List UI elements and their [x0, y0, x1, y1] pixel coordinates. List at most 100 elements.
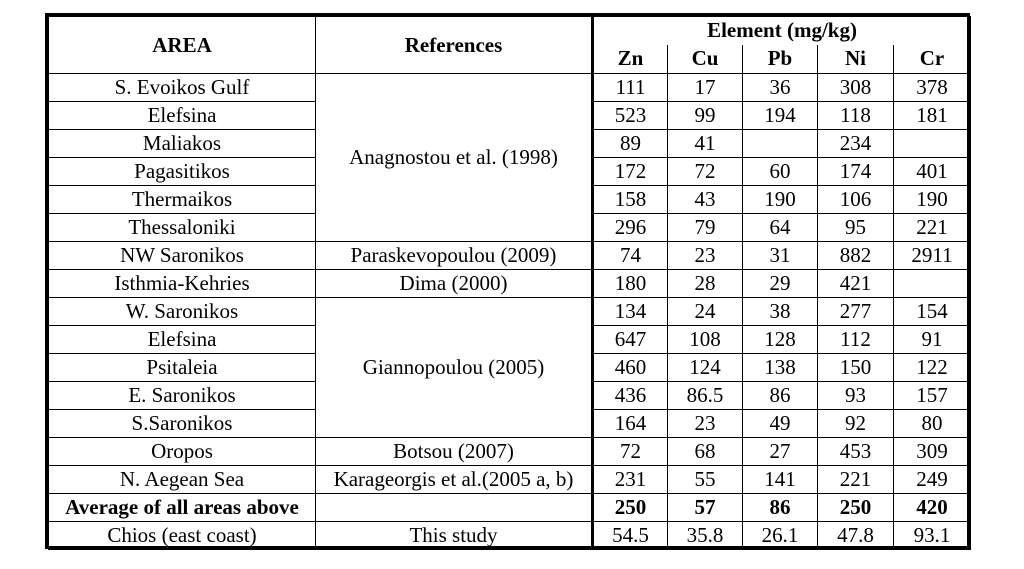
- header-element-pb: Pb: [742, 44, 818, 74]
- value-cell: 277: [817, 297, 894, 326]
- value-cell: 74: [592, 241, 668, 270]
- value-cell: 190: [892, 185, 972, 214]
- table-row: S.Saronikos 164 23 49 92 80: [48, 409, 972, 438]
- value-cell: 68: [667, 437, 743, 466]
- value-cell: 106: [817, 185, 894, 214]
- average-value-cell: 86: [742, 493, 818, 522]
- reference-cell: Anagnostou et al. (1998): [315, 73, 594, 242]
- table-row: N. Aegean Sea Karageorgis et al.(2005 a, …: [48, 465, 972, 494]
- value-cell: 93: [817, 381, 894, 410]
- table-row: Elefsina 523 99 194 118 181: [48, 101, 972, 130]
- value-cell: 882: [817, 241, 894, 270]
- area-cell: Thermaikos: [48, 185, 316, 214]
- average-reference-cell: [315, 493, 594, 522]
- value-cell: 2911: [892, 241, 972, 270]
- value-cell: 86: [742, 381, 818, 410]
- value-cell: 194: [742, 101, 818, 130]
- table-row: Pagasitikos 172 72 60 174 401: [48, 157, 972, 186]
- value-cell: 79: [667, 213, 743, 242]
- area-cell: E. Saronikos: [48, 381, 316, 410]
- value-cell: 72: [667, 157, 743, 186]
- average-value-cell: 250: [592, 493, 668, 522]
- value-cell: 221: [892, 213, 972, 242]
- header-references: References: [315, 16, 594, 74]
- area-cell: Maliakos: [48, 129, 316, 158]
- area-cell: Psitaleia: [48, 353, 316, 382]
- reference-cell: Botsou (2007): [315, 437, 594, 466]
- value-cell: 249: [892, 465, 972, 494]
- this-study-value-cell: 26.1: [742, 521, 818, 550]
- value-cell: 95: [817, 213, 894, 242]
- value-cell: 49: [742, 409, 818, 438]
- value-cell: 86.5: [667, 381, 743, 410]
- value-cell: 23: [667, 241, 743, 270]
- table-row: W. Saronikos Giannopoulou (2005) 134 24 38 27…: [48, 297, 972, 438]
- value-cell: 141: [742, 465, 818, 494]
- value-cell: 150: [817, 353, 894, 382]
- table-header: AREA References Element (mg/kg) Zn Cu Pb…: [48, 16, 972, 74]
- value-cell: [742, 129, 818, 158]
- value-cell: 523: [592, 101, 668, 130]
- value-cell: 309: [892, 437, 972, 466]
- value-cell: 180: [592, 269, 668, 298]
- value-cell: 378: [892, 73, 972, 102]
- value-cell: 138: [742, 353, 818, 382]
- value-cell: 234: [817, 129, 894, 158]
- value-cell: 122: [892, 353, 972, 382]
- value-cell: 92: [817, 409, 894, 438]
- average-value-cell: 420: [892, 493, 972, 522]
- table-row: Isthmia-Kehries Dima (2000) 180 28 29 421: [48, 269, 972, 298]
- value-cell: [892, 129, 972, 158]
- table-row: E. Saronikos 436 86.5 86 93 157: [48, 381, 972, 410]
- value-cell: 436: [592, 381, 668, 410]
- this-study-value-cell: 93.1: [892, 521, 972, 550]
- average-value-cell: 57: [667, 493, 743, 522]
- area-cell: Oropos: [48, 437, 316, 466]
- value-cell: 29: [742, 269, 818, 298]
- area-cell: NW Saronikos: [48, 241, 316, 270]
- element-concentration-table: AREA References Element (mg/kg) Zn Cu Pb…: [48, 16, 972, 550]
- value-cell: 453: [817, 437, 894, 466]
- value-cell: 221: [817, 465, 894, 494]
- header-element-cu: Cu: [667, 44, 743, 74]
- table-row: Thessaloniki 296 79 64 95 221: [48, 213, 972, 242]
- value-cell: 64: [742, 213, 818, 242]
- value-cell: 181: [892, 101, 972, 130]
- value-cell: 647: [592, 325, 668, 354]
- area-cell: S.Saronikos: [48, 409, 316, 438]
- value-cell: 38: [742, 297, 818, 326]
- header-element-ni: Ni: [817, 44, 894, 74]
- value-cell: 55: [667, 465, 743, 494]
- value-cell: 31: [742, 241, 818, 270]
- value-cell: 17: [667, 73, 743, 102]
- value-cell: 154: [892, 297, 972, 326]
- value-cell: 421: [817, 269, 894, 298]
- reference-cell: Dima (2000): [315, 269, 594, 298]
- area-cell: Thessaloniki: [48, 213, 316, 242]
- this-study-value-cell: 54.5: [592, 521, 668, 550]
- value-cell: 174: [817, 157, 894, 186]
- value-cell: 41: [667, 129, 743, 158]
- value-cell: 164: [592, 409, 668, 438]
- reference-cell: Giannopoulou (2005): [315, 297, 594, 438]
- table-row: Thermaikos 158 43 190 106 190: [48, 185, 972, 214]
- value-cell: 24: [667, 297, 743, 326]
- area-cell: S. Evoikos Gulf: [48, 73, 316, 102]
- value-cell: 23: [667, 409, 743, 438]
- table-row: NW Saronikos Paraskevopoulou (2009) 74 23 31…: [48, 241, 972, 270]
- table-row: Oropos Botsou (2007) 72 68 27 453 309: [48, 437, 972, 466]
- value-cell: 112: [817, 325, 894, 354]
- header-element-zn: Zn: [592, 44, 668, 74]
- value-cell: 60: [742, 157, 818, 186]
- value-cell: 190: [742, 185, 818, 214]
- value-cell: 460: [592, 353, 668, 382]
- value-cell: 128: [742, 325, 818, 354]
- reference-cell: Paraskevopoulou (2009): [315, 241, 594, 270]
- value-cell: 89: [592, 129, 668, 158]
- average-area-cell: Average of all areas above: [48, 493, 316, 522]
- value-cell: 158: [592, 185, 668, 214]
- value-cell: 27: [742, 437, 818, 466]
- value-cell: 157: [892, 381, 972, 410]
- area-cell: W. Saronikos: [48, 297, 316, 326]
- this-study-value-cell: 47.8: [817, 521, 894, 550]
